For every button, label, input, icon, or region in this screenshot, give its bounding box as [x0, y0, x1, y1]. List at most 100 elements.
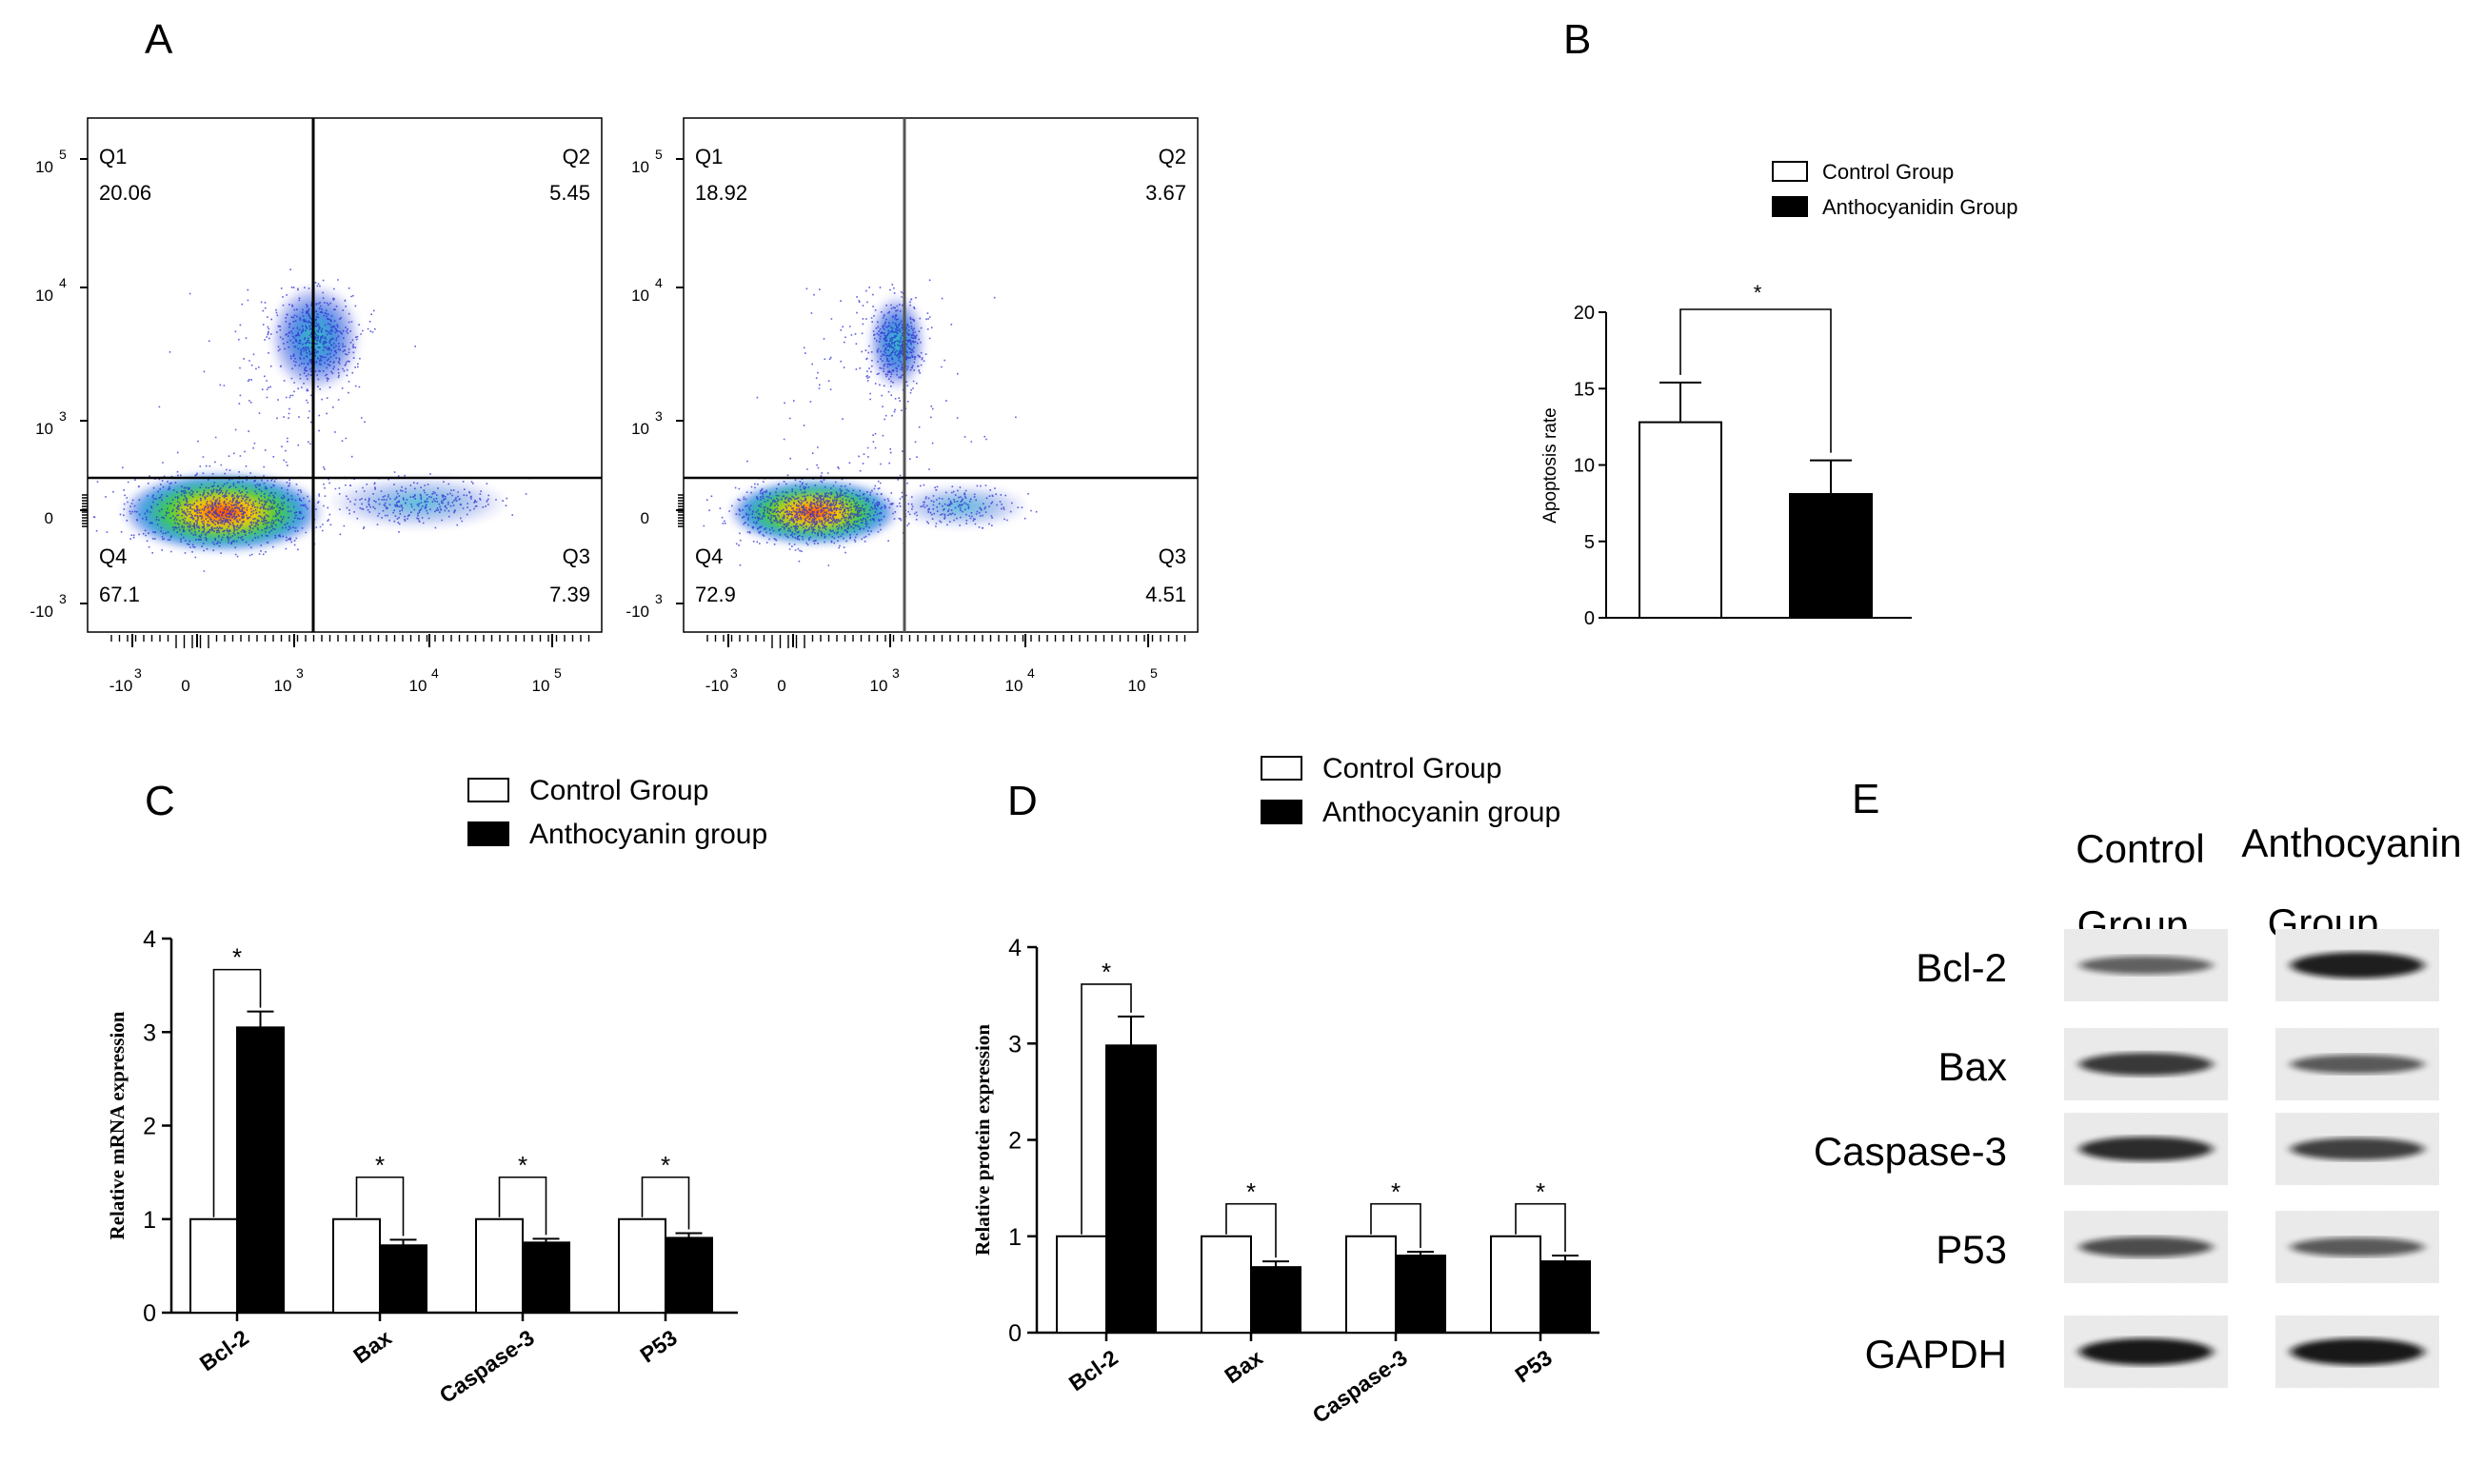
q2-label: Q2: [563, 145, 590, 168]
y-tick-label: 0: [143, 1300, 156, 1327]
bar-control-bcl-2: [1056, 1235, 1107, 1334]
y-axis-label: Relative mRNA expression: [106, 1011, 129, 1239]
y-tick-label: 20: [1574, 303, 1595, 324]
legend-swatch: [1261, 756, 1302, 781]
y-tick-exp: 4: [655, 275, 663, 290]
blot-band-control: [2079, 1338, 2213, 1365]
blot-band-anthocyanin: [2291, 1237, 2424, 1256]
x-tick-label: -10: [109, 677, 133, 695]
y-axis-label: Relative protein expression: [971, 1024, 994, 1256]
blot-band-anthocyanin: [2291, 1338, 2424, 1365]
significance-bracket: [641, 1176, 690, 1230]
y-tick-label: 0: [1584, 608, 1595, 629]
q1-value: 20.06: [99, 181, 151, 205]
legend-label: Anthocyanin group: [1322, 797, 1560, 828]
q4-value: 72.9: [695, 583, 736, 606]
y-tick-label: 10: [35, 420, 53, 438]
bar-control-caspase-3: [475, 1217, 524, 1314]
bar-anthocyanin-caspase-3: [1395, 1255, 1446, 1334]
x-tick-exp: 5: [1150, 665, 1158, 681]
x-tick-label: 10: [870, 677, 888, 695]
y-tick-label: 2: [1008, 1128, 1022, 1155]
bar-control-p53: [1490, 1235, 1541, 1334]
blot-band-anthocyanin: [2291, 952, 2424, 979]
significance-bracket: [212, 968, 262, 1217]
q3-value: 7.39: [549, 583, 590, 606]
x-tick-label: Bcl-2: [195, 1325, 253, 1376]
significance-star: *: [1536, 1177, 1545, 1206]
x-tick-label: Caspase-3: [435, 1325, 539, 1408]
y-tick-label: 0: [45, 509, 53, 527]
y-tick-label: 10: [631, 420, 649, 438]
blot-col2-line1: Anthocyanin: [2241, 821, 2461, 865]
blot-row-label: Caspase-3: [1814, 1129, 2007, 1174]
significance-bracket: [1515, 1202, 1566, 1252]
x-tick-exp: 5: [554, 665, 562, 681]
x-tick-label: Caspase-3: [1308, 1345, 1412, 1428]
blot-row-label: GAPDH: [1865, 1332, 2007, 1376]
bar-control-p53: [618, 1217, 666, 1314]
y-tick-label: 10: [1574, 456, 1595, 477]
q3-label: Q3: [563, 544, 590, 568]
significance-bracket: [1370, 1202, 1421, 1248]
x-tick-label: 10: [1005, 677, 1023, 695]
bar-anthocyanin-p53: [665, 1237, 713, 1315]
y-tick-exp: 4: [59, 275, 67, 290]
blot-band-control: [2079, 956, 2213, 975]
x-tick-label: P53: [635, 1325, 681, 1368]
panel-label-e: E: [1852, 776, 1879, 822]
blot-band-control: [2079, 1053, 2213, 1076]
blot-band-anthocyanin: [2291, 1138, 2424, 1160]
significance-star: *: [1102, 958, 1111, 986]
chart-apoptosis-rate: 0 5 10 15 20 Apoptosis rate * Control Group Anth…: [1540, 160, 2017, 629]
panel-label-a: A: [145, 16, 173, 63]
x-tick-label: 0: [777, 677, 785, 695]
y-tick-exp: 3: [59, 591, 67, 606]
y-tick-exp: 5: [59, 147, 67, 162]
legend-swatch: [1261, 800, 1302, 824]
blot-col1-line1: Control: [2076, 826, 2204, 871]
y-tick-label: 10: [631, 287, 649, 305]
y-tick-label: 4: [143, 926, 156, 953]
y-tick-label: 1: [1008, 1224, 1022, 1251]
y-tick-label: 15: [1574, 379, 1595, 400]
bar-anthocyanin-bax: [379, 1244, 427, 1315]
x-tick-label: P53: [1510, 1345, 1556, 1388]
q1-value: 18.92: [695, 181, 747, 205]
bar-control: [1639, 421, 1722, 619]
y-tick-label: 0: [641, 509, 649, 527]
x-tick-label: 10: [409, 677, 427, 695]
q2-value: 3.67: [1145, 181, 1186, 205]
y-tick-label: 4: [1008, 935, 1022, 961]
bar-control-bax: [1201, 1235, 1252, 1334]
x-tick-exp: 4: [431, 665, 439, 681]
significance-star: *: [518, 1151, 527, 1179]
x-tick-label: Bcl-2: [1064, 1345, 1122, 1396]
flow-density: [896, 485, 1027, 528]
y-tick-label: 5: [1584, 532, 1595, 553]
q4-label: Q4: [695, 544, 723, 568]
flow-frame: [683, 117, 1199, 633]
bar-anthocyanin-bax: [1250, 1266, 1301, 1335]
x-tick-label: 10: [274, 677, 292, 695]
significance-bracket: [1679, 308, 1832, 453]
q4-label: Q4: [99, 544, 127, 568]
blot-band-control: [2079, 1137, 2213, 1161]
y-tick-exp: 3: [59, 408, 67, 424]
q3-value: 4.51: [1145, 583, 1186, 606]
significance-bracket: [355, 1176, 405, 1237]
flow-density: [328, 476, 507, 529]
blot-row-label: P53: [1936, 1227, 2007, 1272]
blot-band-control: [2079, 1237, 2213, 1257]
bar-anthocyanin-bcl-2: [236, 1026, 285, 1315]
legend-label: Anthocyanidin Group: [1822, 195, 2017, 219]
x-tick-label: Bax: [1220, 1345, 1267, 1389]
significance-star: *: [1754, 281, 1762, 305]
bar-anthocyanin-p53: [1539, 1260, 1591, 1334]
flow-events: [92, 268, 531, 572]
legend-swatch: [1772, 161, 1808, 182]
flow-plot-anthocyanin: Q118.92Q23.67Q472.9Q34.511051041030-103-…: [626, 117, 1199, 695]
panel-label-b: B: [1563, 16, 1591, 63]
blot-band-anthocyanin: [2291, 1055, 2424, 1074]
